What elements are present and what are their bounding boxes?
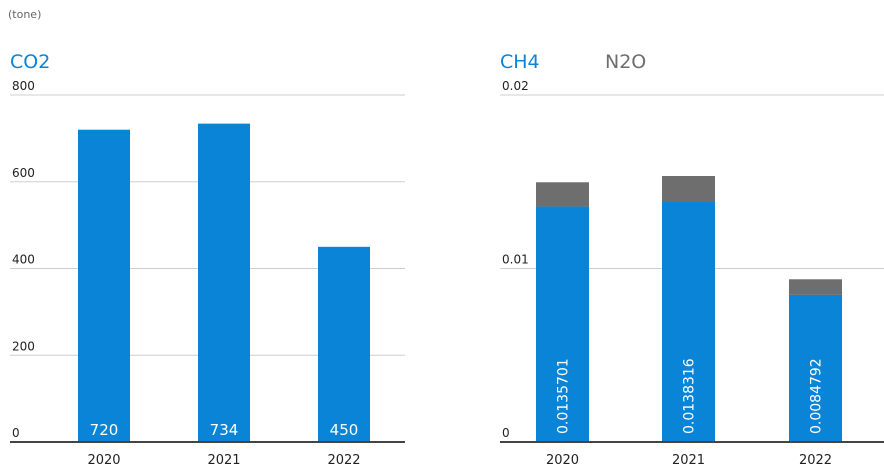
- x-tick-label: 2020: [87, 453, 120, 468]
- bar-ch4-2021: [662, 202, 715, 442]
- data-label: 734: [210, 421, 239, 439]
- x-tick-label: 2021: [672, 453, 705, 468]
- bar-n2o-2022: [789, 279, 842, 295]
- y-tick-label: 0: [12, 426, 20, 440]
- bar-n2o-2020: [536, 182, 589, 207]
- co2-chart: CO2 0 200 400 600 800 720 2020 734 2021 450 2022: [10, 51, 405, 468]
- unit-label: (tone): [8, 8, 42, 21]
- y-tick-label: 200: [12, 339, 35, 353]
- bar-ch4-2022: [789, 294, 842, 442]
- bar-n2o-2021: [662, 175, 715, 203]
- x-tick-label: 2022: [799, 453, 832, 468]
- y-tick-label: 800: [12, 79, 35, 93]
- bar-co2-2021: [198, 123, 250, 442]
- data-label: 450: [330, 421, 359, 439]
- y-tick-label: 600: [12, 166, 35, 180]
- data-label: 0.0084792: [809, 358, 825, 434]
- series-label-ch4: CH4: [500, 51, 540, 73]
- series-label-n2o: N2O: [605, 51, 646, 73]
- data-label: 0.0138316: [682, 358, 698, 434]
- series-label-co2: CO2: [10, 51, 50, 73]
- data-label: 720: [90, 421, 119, 439]
- y-tick-label: 0: [502, 426, 510, 440]
- y-tick-label: 400: [12, 253, 35, 267]
- y-tick-label: 0.01: [502, 253, 529, 267]
- bar-ch4-2020: [536, 206, 589, 442]
- x-tick-label: 2021: [207, 453, 240, 468]
- x-tick-label: 2020: [546, 453, 579, 468]
- y-tick-label: 0.02: [502, 79, 529, 93]
- bar-co2-2020: [78, 129, 130, 442]
- x-tick-label: 2022: [327, 453, 360, 468]
- data-label: 0.0135701: [556, 358, 572, 434]
- ch4-n2o-chart: CH4 N2O 0 0.01 0.02 0.0135701 2020 0.0138316 202…: [500, 51, 884, 468]
- bar-co2-2022: [318, 246, 370, 442]
